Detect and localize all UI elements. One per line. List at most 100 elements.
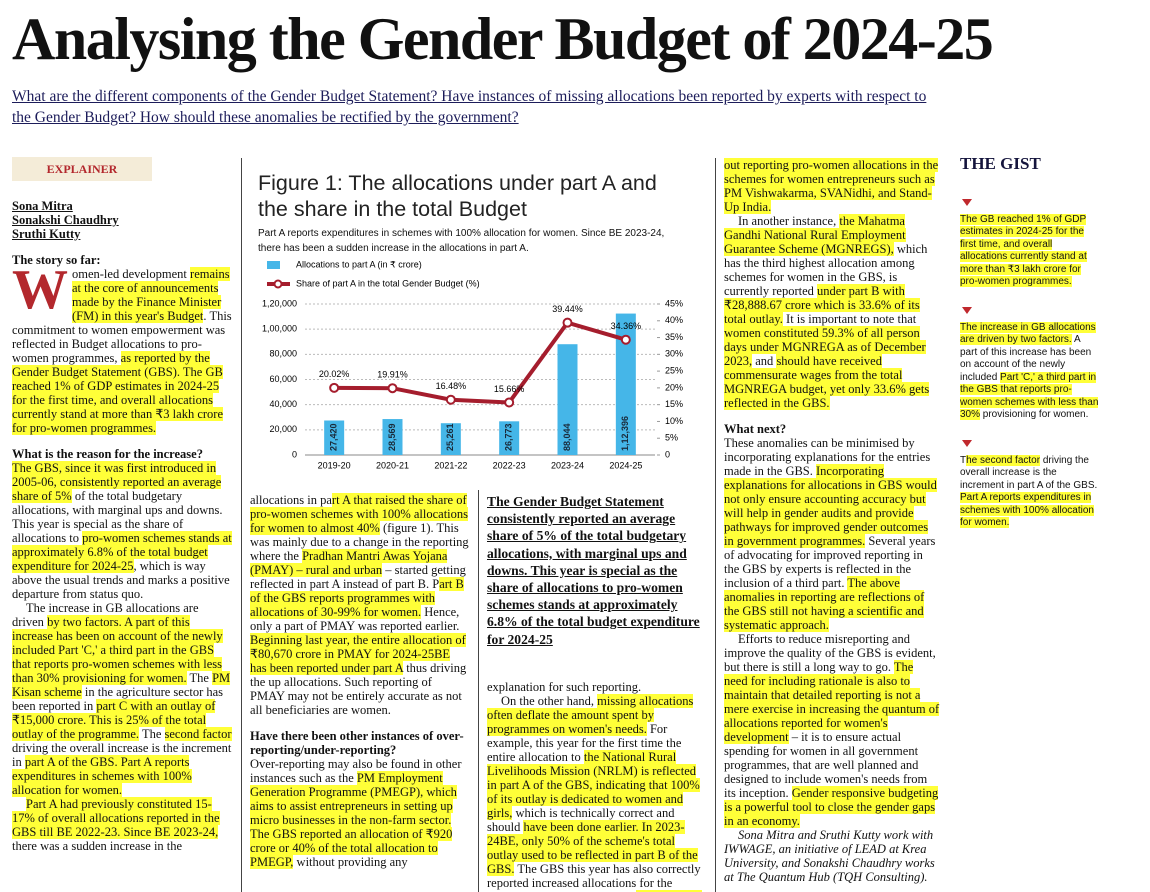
subheading: The story so far:: [12, 253, 101, 267]
bar: [615, 313, 636, 455]
column: EXPLAINER Sona Mitra Sonakshi Chaudhry Sru…: [12, 157, 233, 892]
line-value-label: 20.02%: [319, 369, 350, 379]
gist-text: The GB reached 1% of GDP estimates in 20…: [960, 213, 1100, 289]
chart-title: Figure 1: The allocations under part A a…: [258, 171, 657, 221]
column: allocations in part A that raised the sh…: [250, 493, 469, 892]
y-tick-label: 1,00,000: [262, 324, 297, 334]
bullet-arrow: [962, 306, 972, 314]
gist-item: The increase in GB allocations are drive…: [960, 306, 1100, 422]
highlight: out reporting pro-women allocations in t…: [724, 158, 939, 214]
line-value-label: 15.66%: [494, 384, 525, 394]
text-run: without providing any: [293, 855, 408, 869]
credit: Sona Mitra and Sruthi Kutty work with IW…: [724, 828, 940, 884]
text-run: omen-led development: [72, 267, 191, 281]
text-run: which has the third highest allocation a…: [724, 242, 928, 298]
y-tick-label: 40,000: [269, 399, 297, 409]
x-tick-label: 2019-20: [318, 460, 351, 470]
y-tick-label: 20,000: [269, 424, 297, 434]
text-run: Sona Mitra and Sruthi Kutty work with IW…: [724, 828, 935, 884]
legend-swatch: [267, 261, 280, 269]
subheading: Have there been other instances of over-…: [250, 729, 464, 757]
text-run: The: [139, 727, 165, 741]
subheading: What next?: [724, 422, 787, 436]
y2-tick-label: 15%: [665, 399, 683, 409]
standfirst: What are the different components of the…: [12, 88, 927, 126]
highlight: But it missed: [636, 889, 703, 892]
column: out reporting pro-women allocations in t…: [724, 158, 940, 892]
line-marker: [387, 383, 398, 394]
author: Sonakshi Chaudhry: [12, 213, 119, 227]
bar-value-label: 26,773: [504, 423, 514, 451]
text-run: The increase in GB allocations are drive…: [12, 601, 199, 629]
bar: [324, 420, 345, 455]
section-label: EXPLAINER: [12, 157, 152, 181]
legend-label: Share of part A in the total Gender Budg…: [296, 278, 480, 288]
paragraph: In another instance, the Mahatma Gandhi …: [724, 214, 940, 410]
y-tick-label: 1,20,000: [262, 298, 297, 308]
y-tick-label: 80,000: [269, 349, 297, 359]
text-run: – it is to ensure actual spending for wo…: [724, 730, 928, 800]
y2-tick-label: 20%: [665, 382, 683, 392]
text-run: It is important to note that: [782, 312, 917, 326]
highlight: as reported by the Gender Budget Stateme…: [12, 351, 223, 435]
highlight: second factor: [164, 727, 232, 741]
bar-value-label: 25,261: [445, 423, 455, 451]
text-run: , which is way above the usual trends an…: [12, 559, 230, 601]
line-value-label: 16.48%: [436, 381, 467, 391]
text-run: thus driving the up allocations. Such re…: [250, 661, 467, 717]
x-tick-label: 2022-23: [493, 460, 526, 470]
text-run: driving the overall increase is the incr…: [960, 454, 1098, 491]
bullet-arrow: [962, 198, 972, 206]
paragraph: explanation for such reporting.: [487, 680, 706, 694]
bar: [382, 419, 403, 455]
paragraph: These anomalies can be minimised by inco…: [724, 436, 940, 632]
y2-tick-label: 10%: [665, 416, 683, 426]
paragraph: Over-reporting may also be found in othe…: [250, 757, 469, 869]
paragraph: The increase in GB allocations are drive…: [12, 601, 233, 797]
text-run: in the agriculture sector has been repor…: [12, 685, 224, 713]
text-run: Efforts to reduce misreporting and impro…: [724, 632, 936, 674]
text-run: For example, this year for the first tim…: [487, 721, 682, 764]
text-run: These anomalies can be minimised by inco…: [724, 436, 931, 478]
text-run: The GBS this year has also correctly rep…: [487, 861, 701, 892]
paragraph: out reporting pro-women allocations in t…: [724, 158, 940, 214]
y2-tick-label: 30%: [665, 349, 683, 359]
highlight: rt A that raised the share of pro-women …: [250, 493, 469, 535]
highlight: Incorporating explanations for allocatio…: [724, 464, 937, 548]
line-value-label: 19.91%: [377, 370, 408, 380]
column-rule: [478, 490, 479, 892]
x-tick-label: 2021-22: [434, 460, 467, 470]
highlight: The GB reached 1% of GDP estimates in 20…: [960, 213, 1087, 287]
bar-value-label: 27,420: [329, 423, 339, 451]
paragraph: The GBS, since it was first introduced i…: [12, 461, 233, 601]
line-value-label: 39.44%: [552, 304, 583, 314]
paragraph: Part A had previously constituted 15-17%…: [12, 797, 233, 853]
text-run: (figure 1). This was mainly due to a cha…: [250, 521, 469, 563]
y2-tick-label: 45%: [665, 298, 683, 308]
text-run: The: [186, 671, 213, 685]
subheading: What is the reason for the increase?: [12, 447, 203, 461]
highlight: The increase in GB allocations are drive…: [960, 321, 1096, 345]
y2-tick-label: 25%: [665, 365, 683, 375]
line-marker: [504, 397, 515, 408]
figure: Figure 1: The allocations under part A a…: [250, 160, 690, 475]
column-rule: [715, 158, 716, 892]
bar-value-label: 28,569: [387, 423, 397, 451]
text-run: Over-reporting may also be found in othe…: [250, 757, 462, 785]
drop-cap: W: [12, 259, 68, 321]
gist-text: The second factor driving the overall in…: [960, 454, 1100, 530]
y-tick-label: 60,000: [269, 374, 297, 384]
text-run: Several years of advocating for improved…: [724, 534, 936, 590]
text-run: there was a sudden increase in the: [12, 839, 183, 853]
gist-text: The increase in GB allocations are drive…: [960, 321, 1100, 422]
text-run: – started getting reflected in part A in…: [250, 563, 466, 591]
line: [334, 320, 627, 405]
authors: Sona Mitra Sonakshi Chaudhry Sruthi Kutty: [12, 199, 233, 241]
text-run: explanation for such reporting.: [487, 679, 642, 694]
legend-swatch: [273, 279, 283, 289]
gist-item: The GB reached 1% of GDP estimates in 20…: [960, 198, 1100, 289]
text-run: In another instance,: [738, 214, 840, 228]
line-marker: [562, 317, 573, 328]
